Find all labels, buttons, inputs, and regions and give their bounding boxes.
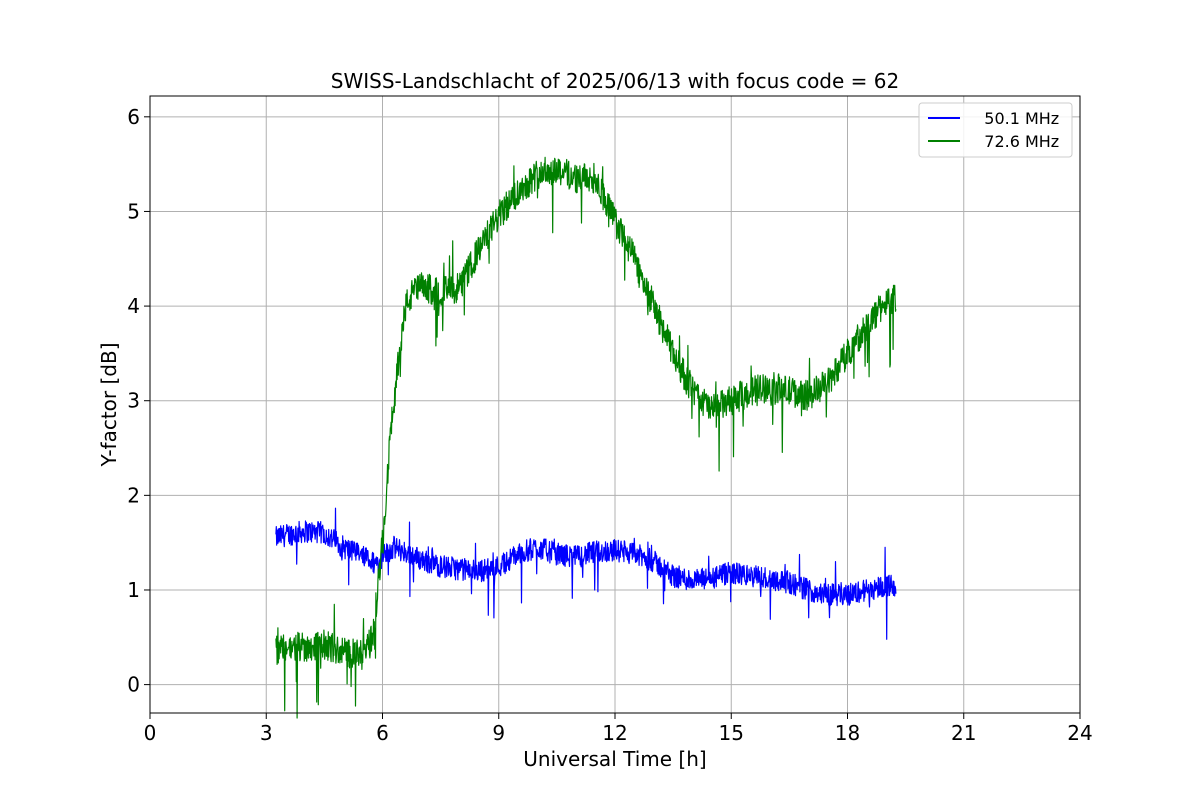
y-tick-label: 3 bbox=[127, 389, 140, 413]
legend: 50.1 MHz 72.6 MHz bbox=[918, 102, 1073, 158]
series-line-2 bbox=[275, 156, 897, 719]
legend-label: 72.6 MHz bbox=[969, 132, 1059, 151]
y-tick-label: 6 bbox=[127, 105, 140, 129]
x-tick-label: 24 bbox=[1067, 721, 1092, 745]
x-axis-label: Universal Time [h] bbox=[523, 747, 706, 771]
chart-title: SWISS-Landschlacht of 2025/06/13 with fo… bbox=[331, 69, 899, 93]
y-tick-label: 4 bbox=[127, 294, 140, 318]
x-tick-label: 0 bbox=[144, 721, 157, 745]
x-tick-label: 15 bbox=[719, 721, 744, 745]
x-tick-label: 3 bbox=[260, 721, 273, 745]
y-tick-label: 1 bbox=[127, 578, 140, 602]
y-axis-label: Y-factor [dB] bbox=[97, 342, 121, 467]
x-tick-label: 6 bbox=[376, 721, 389, 745]
plot-series-area bbox=[275, 156, 897, 719]
y-tick-label: 5 bbox=[127, 199, 140, 223]
y-tick-label: 2 bbox=[127, 483, 140, 507]
legend-box bbox=[918, 102, 1073, 158]
x-tick-label: 12 bbox=[602, 721, 627, 745]
x-tick-label: 9 bbox=[492, 721, 505, 745]
y-tick-label: 0 bbox=[127, 673, 140, 697]
x-tick-label: 18 bbox=[835, 721, 860, 745]
legend-label: 50.1 MHz bbox=[969, 109, 1059, 128]
x-tick-label: 21 bbox=[951, 721, 976, 745]
